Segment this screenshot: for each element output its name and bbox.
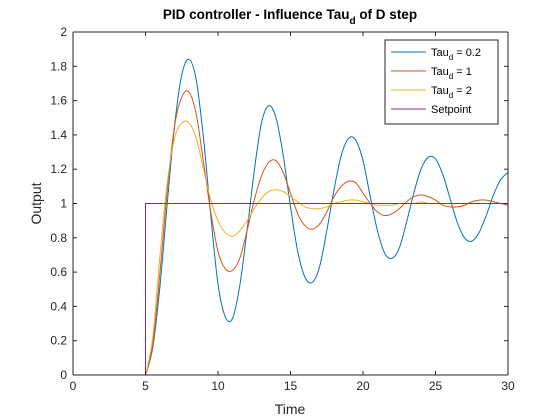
y-tick-label: 1.6 — [50, 94, 67, 108]
chart-title-suffix: of D step — [356, 7, 418, 22]
y-tick-label: 1.8 — [50, 59, 67, 73]
y-tick-label: 2 — [60, 25, 67, 39]
chart-title-subscript: d — [349, 16, 355, 27]
y-tick-label: 0.2 — [50, 334, 67, 348]
y-axis-label: Output — [28, 182, 44, 224]
y-tick-label: 0.4 — [50, 299, 67, 313]
x-tick-label: 20 — [356, 379, 370, 393]
series-line-1 — [73, 58, 509, 376]
legend-label: Taud = 1 — [431, 66, 472, 81]
chart-title-main: PID controller - Influence Tau — [163, 7, 350, 22]
legend-box — [384, 39, 499, 125]
series-line-2 — [73, 90, 509, 376]
y-tick-label: 0 — [60, 368, 67, 382]
x-axis-label: Time — [275, 401, 306, 417]
legend-label: Taud = 2 — [431, 85, 472, 100]
y-tick-label: 1.2 — [50, 162, 67, 176]
x-tick-label: 5 — [142, 379, 149, 393]
chart-title: PID controller - Influence Taud of D ste… — [163, 7, 417, 27]
x-tick-label: 25 — [429, 379, 443, 393]
x-tick-label: 15 — [284, 379, 298, 393]
y-tick-label: 0.6 — [50, 265, 67, 279]
ticks-layer: 0 5 10 15 20 25 30 0 0.2 0.4 0.6 0.8 1 1.2 1.4 1.6 1.8 2 — [50, 25, 515, 393]
y-tick-label: 1.4 — [50, 128, 67, 142]
legend: Taud = 0.2 Taud = 1 Taud = 2 Setpoint — [384, 39, 499, 125]
legend-label: Setpoint — [431, 104, 471, 116]
x-tick-label: 0 — [70, 379, 77, 393]
legend-label: Taud = 0.2 — [431, 47, 481, 62]
y-tick-label: 0.8 — [50, 231, 67, 245]
x-tick-label: 10 — [211, 379, 225, 393]
y-tick-label: 1 — [60, 197, 67, 211]
x-tick-label: 30 — [501, 379, 515, 393]
